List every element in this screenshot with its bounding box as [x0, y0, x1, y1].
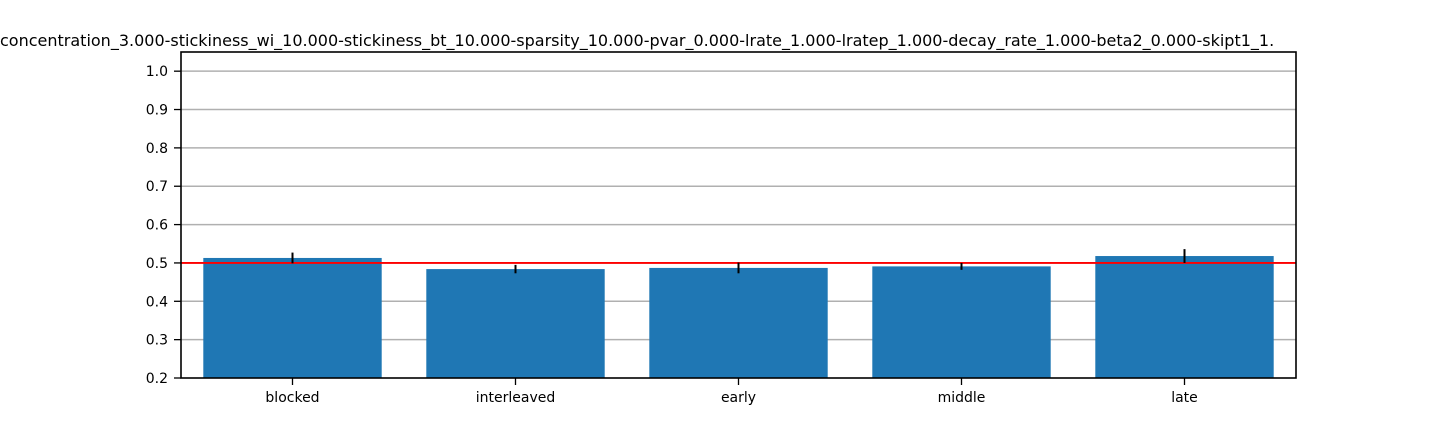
x-axis: blocked interleaved early middle late [265, 378, 1198, 406]
bar-interleaved [426, 269, 605, 378]
x-tick-label-interleaved: interleaved [476, 390, 556, 406]
y-tick-label: 0.3 [146, 333, 168, 349]
x-tick-label-late: late [1171, 390, 1198, 406]
error-bars [291, 249, 1186, 274]
bar-middle [872, 266, 1051, 378]
y-tick-label: 0.4 [146, 294, 168, 310]
x-tick-label-early: early [721, 390, 756, 406]
bar-late [1095, 256, 1274, 378]
bar-blocked [203, 257, 382, 378]
y-axis: 0.2 0.3 0.4 0.5 0.6 0.7 0.8 0.9 1.0 [146, 64, 181, 387]
y-tick-label: 0.6 [146, 218, 168, 234]
bars [203, 256, 1274, 378]
y-tick-label: 0.2 [146, 371, 168, 387]
y-tick-label: 0.7 [146, 179, 168, 195]
y-tick-label: 0.8 [146, 141, 168, 157]
x-tick-label-blocked: blocked [265, 390, 319, 406]
chart-title: concentration_3.000-stickiness_wi_10.000… [0, 31, 1274, 51]
y-tick-label: 0.5 [146, 256, 168, 272]
y-tick-label: 1.0 [146, 64, 168, 80]
x-tick-label-middle: middle [938, 390, 986, 406]
bar-early [649, 267, 828, 378]
y-tick-label: 0.9 [146, 103, 168, 119]
